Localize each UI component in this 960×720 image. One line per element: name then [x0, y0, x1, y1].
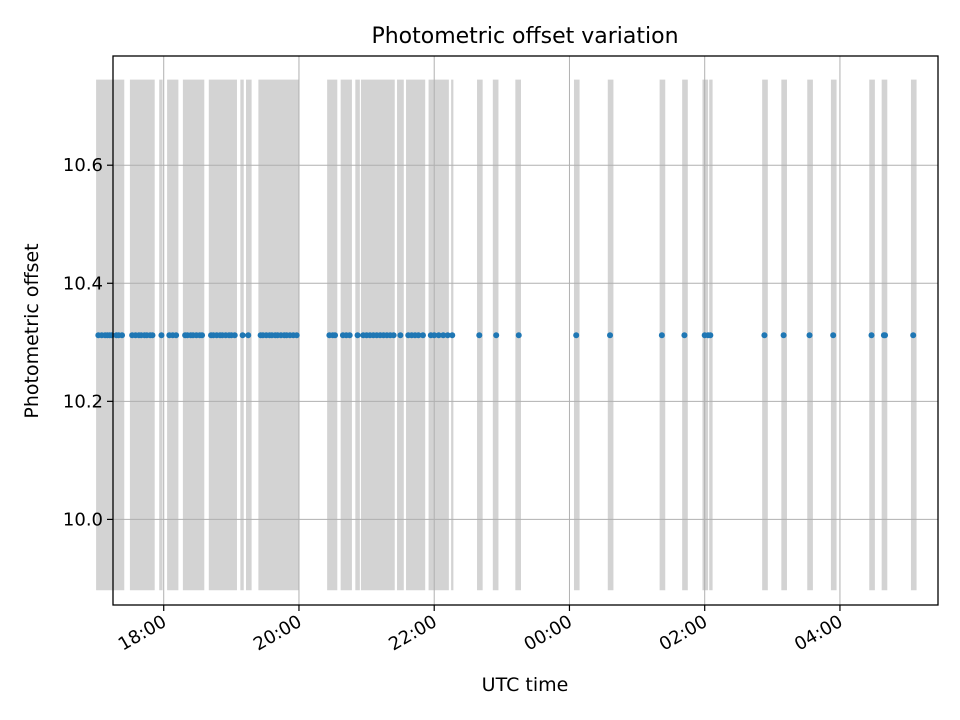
- data-point: [119, 332, 126, 339]
- x-tick-label: 20:00: [250, 611, 305, 655]
- data-point: [707, 332, 714, 339]
- data-point: [868, 332, 875, 339]
- data-point: [390, 332, 397, 339]
- data-point: [245, 332, 252, 339]
- data-point: [658, 332, 665, 339]
- y-tick-label: 10.0: [63, 509, 103, 530]
- x-tick-label: 02:00: [656, 611, 711, 655]
- x-tick-label: 00:00: [521, 611, 576, 655]
- y-tick-label: 10.6: [63, 155, 103, 176]
- data-point: [440, 332, 447, 339]
- chart-title: Photometric offset variation: [371, 24, 678, 49]
- x-axis-ticks: 18:00 20:00 22:00 00:00 02:00 04:00: [115, 605, 846, 655]
- data-point: [354, 332, 361, 339]
- data-point: [239, 332, 246, 339]
- data-point: [780, 332, 787, 339]
- data-point: [173, 332, 180, 339]
- data-point: [397, 332, 404, 339]
- data-point: [435, 332, 442, 339]
- data-point: [573, 332, 580, 339]
- data-point: [346, 332, 353, 339]
- y-tick-label: 10.4: [63, 273, 103, 294]
- data-point: [830, 332, 837, 339]
- data-point: [761, 332, 768, 339]
- data-point: [493, 332, 500, 339]
- grid-lines: [113, 56, 938, 605]
- data-point: [515, 332, 522, 339]
- data-point: [806, 332, 813, 339]
- data-point: [449, 332, 456, 339]
- data-point: [231, 332, 238, 339]
- data-point: [476, 332, 483, 339]
- data-point: [910, 332, 917, 339]
- data-point: [444, 332, 451, 339]
- data-series-points: [95, 332, 917, 339]
- data-point: [158, 332, 165, 339]
- data-point: [607, 332, 614, 339]
- data-point: [332, 332, 339, 339]
- x-tick-label: 18:00: [115, 611, 170, 655]
- data-point: [419, 332, 426, 339]
- data-point: [199, 332, 206, 339]
- y-axis-label: Photometric offset: [21, 243, 43, 418]
- x-tick-label: 22:00: [385, 611, 440, 655]
- data-point: [431, 332, 438, 339]
- x-tick-label: 04:00: [791, 611, 846, 655]
- plot-frame: [112, 55, 939, 606]
- data-point: [149, 332, 156, 339]
- y-axis-ticks: 10.0 10.2 10.4 10.6: [63, 155, 113, 530]
- data-point: [882, 332, 889, 339]
- x-axis-label: UTC time: [482, 674, 569, 696]
- data-point: [681, 332, 688, 339]
- y-tick-label: 10.2: [63, 391, 103, 412]
- data-point: [293, 332, 300, 339]
- data-point: [415, 332, 422, 339]
